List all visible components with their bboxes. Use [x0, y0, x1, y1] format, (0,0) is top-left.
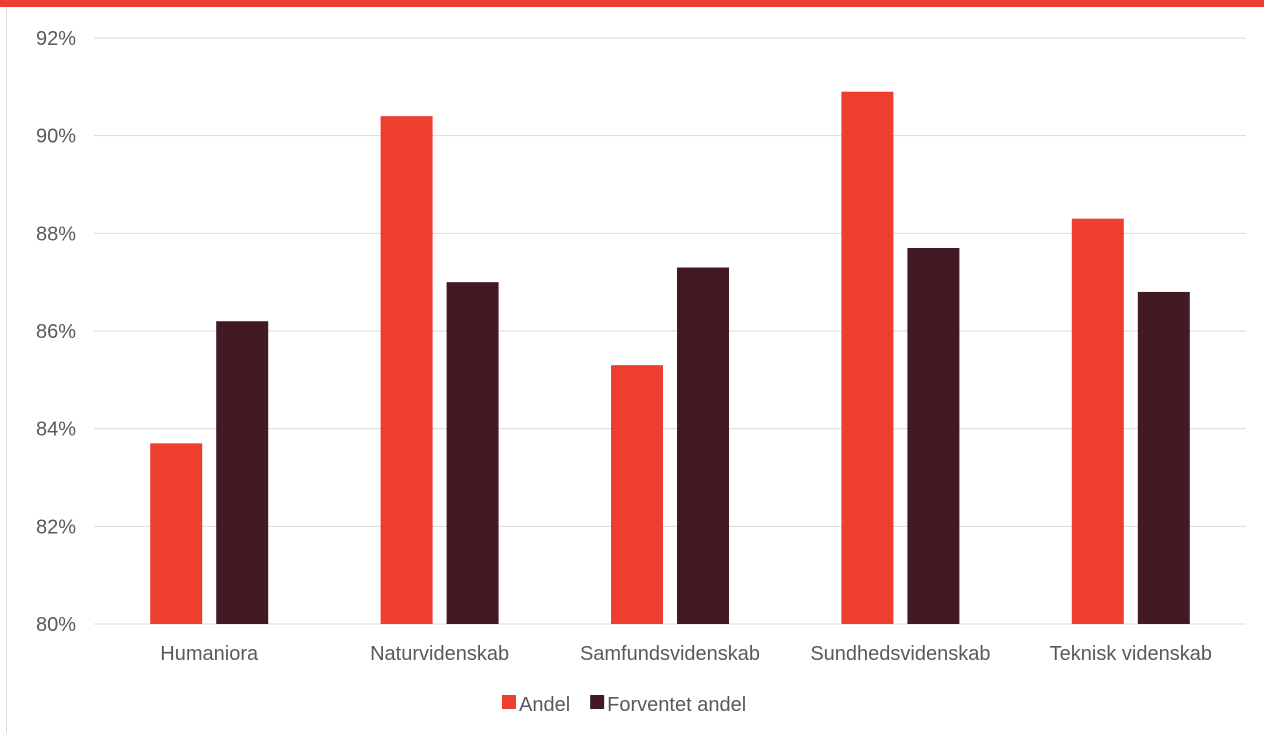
y-tick-label: 82%	[36, 516, 76, 538]
y-tick-label: 92%	[36, 28, 76, 50]
bar-forventet-andel	[907, 247, 960, 624]
bar-andel	[611, 365, 663, 624]
gridlines	[94, 37, 1246, 625]
bar-andel	[1071, 218, 1124, 624]
legend: Andel Forventet andel	[502, 694, 746, 716]
bar-andel	[150, 443, 203, 624]
y-axis-ticks: 80% 82% 84% 86% 88% 90% 92%	[36, 28, 76, 636]
legend-item: Forventet andel	[590, 694, 746, 716]
left-border-line	[6, 7, 7, 733]
bar-forventet-andel	[677, 267, 729, 624]
x-category-label: Samfundsvidenskab	[580, 643, 760, 665]
legend-swatch	[502, 695, 516, 709]
x-category-label: Teknisk videnskab	[1050, 643, 1212, 665]
bar-forventet-andel	[446, 282, 499, 624]
y-tick-label: 84%	[36, 419, 76, 441]
bar-andel	[841, 91, 894, 624]
bar-andel	[380, 116, 433, 624]
y-tick-label: 86%	[36, 321, 76, 343]
legend-label: Andel	[519, 694, 570, 716]
bar-forventet-andel	[1137, 291, 1190, 624]
x-axis-categories: Humaniora Naturvidenskab Samfundsvidenskab…	[160, 643, 1212, 665]
y-tick-label: 88%	[36, 223, 76, 245]
top-accent-bar	[0, 0, 1264, 7]
x-category-label: Naturvidenskab	[370, 643, 509, 665]
legend-item: Andel	[502, 694, 570, 716]
x-category-label: Humaniora	[160, 643, 259, 665]
bar-forventet-andel	[216, 321, 269, 624]
x-category-label: Sundhedsvidenskab	[810, 643, 990, 665]
legend-swatch	[590, 695, 605, 709]
bars	[150, 91, 1190, 624]
y-tick-label: 80%	[36, 614, 76, 636]
y-tick-label: 90%	[36, 126, 76, 148]
legend-label: Forventet andel	[607, 694, 746, 716]
